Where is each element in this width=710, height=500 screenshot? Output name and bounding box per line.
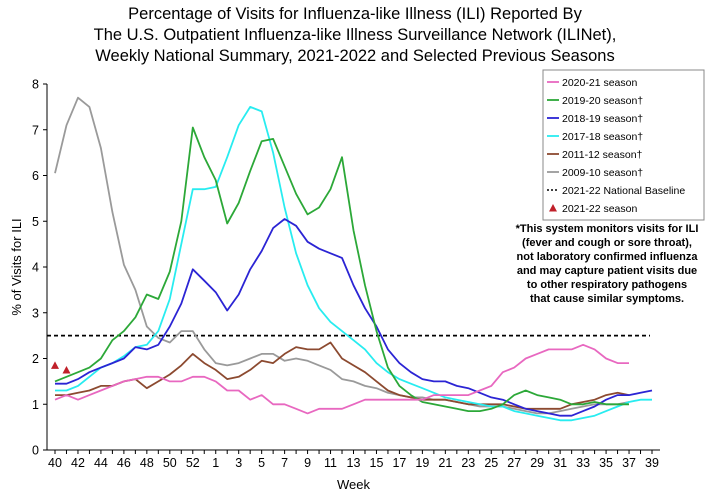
x-tick-label: 7 bbox=[281, 456, 288, 470]
x-tick-label: 46 bbox=[117, 456, 131, 470]
x-tick-label: 1 bbox=[212, 456, 219, 470]
x-tick-label: 40 bbox=[48, 456, 62, 470]
x-tick-label: 19 bbox=[415, 456, 429, 470]
x-tick-label: 11 bbox=[324, 456, 337, 470]
x-tick-label: 29 bbox=[530, 456, 544, 470]
x-tick-label: 33 bbox=[576, 456, 590, 470]
x-tick-label: 50 bbox=[163, 456, 177, 470]
x-tick-label: 27 bbox=[507, 456, 521, 470]
x-tick-label: 5 bbox=[258, 456, 265, 470]
legend-entry: 2017-18 season† bbox=[562, 131, 643, 143]
x-tick-label: 3 bbox=[235, 456, 242, 470]
series-line-2017-18-season bbox=[55, 106, 652, 422]
x-tick-label: 44 bbox=[94, 456, 108, 470]
chart-title-line-2: The U.S. Outpatient Influenza-like Illne… bbox=[93, 26, 617, 44]
y-tick-label: 4 bbox=[32, 261, 39, 275]
x-tick-label: 48 bbox=[140, 456, 154, 470]
x-tick-label: 52 bbox=[186, 456, 200, 470]
chart-title-line-1: Percentage of Visits for Influenza-like … bbox=[128, 5, 582, 23]
legend-entry: 2009-10 season† bbox=[562, 167, 643, 179]
series-line-2020-21-season bbox=[54, 343, 629, 415]
x-tick-label: 31 bbox=[553, 456, 567, 470]
y-tick-label: 7 bbox=[32, 123, 39, 137]
chart-title-line-3: Weekly National Summary, 2021-2022 and S… bbox=[95, 47, 615, 65]
current-season-marker bbox=[62, 365, 71, 374]
y-tick-label: 8 bbox=[32, 78, 39, 92]
footnote: *This system monitors visits for ILI (fe… bbox=[515, 223, 699, 305]
legend-entry: 2011-12 season† bbox=[562, 149, 643, 161]
series-line-2009-10-season bbox=[54, 96, 630, 415]
y-tick-label: 0 bbox=[32, 444, 39, 458]
chart-title: Percentage of Visits for Influenza-like … bbox=[0, 4, 710, 67]
series-line-2011-12-season bbox=[55, 341, 630, 410]
x-tick-label: 25 bbox=[484, 456, 498, 470]
x-tick-label: 21 bbox=[438, 456, 452, 470]
x-tick-label: 37 bbox=[622, 456, 636, 470]
legend-entry: 2020-21 season bbox=[562, 77, 637, 89]
legend-box bbox=[542, 69, 705, 221]
y-tick-label: 3 bbox=[32, 306, 39, 320]
y-axis-label: % of Visits for ILI bbox=[9, 218, 24, 315]
x-tick-label: 39 bbox=[645, 456, 659, 470]
legend-entry: 2021-22 National Baseline bbox=[562, 185, 685, 197]
x-tick-label: 35 bbox=[599, 456, 613, 470]
current-season-marker bbox=[51, 361, 59, 369]
legend-entry: 2018-19 season† bbox=[562, 113, 643, 125]
legend-swatch bbox=[549, 204, 557, 212]
y-tick-label: 2 bbox=[32, 352, 39, 366]
x-tick-label: 42 bbox=[71, 456, 85, 470]
x-tick-label: 23 bbox=[461, 456, 475, 470]
y-tick-label: 1 bbox=[32, 398, 39, 412]
y-tick-label: 5 bbox=[32, 215, 39, 229]
x-tick-label: 17 bbox=[392, 456, 406, 470]
series-line-2019-20-season bbox=[54, 126, 629, 413]
x-tick-label: 13 bbox=[347, 456, 361, 470]
x-tick-label: 9 bbox=[304, 456, 311, 470]
x-tick-label: 15 bbox=[370, 456, 384, 470]
series-line-2018-19-season bbox=[55, 218, 653, 417]
y-tick-label: 6 bbox=[32, 169, 39, 183]
legend-entry: 2019-20 season† bbox=[562, 95, 643, 107]
legend-entry: 2021-22 season bbox=[562, 203, 637, 215]
x-axis-label: Week bbox=[337, 477, 370, 492]
